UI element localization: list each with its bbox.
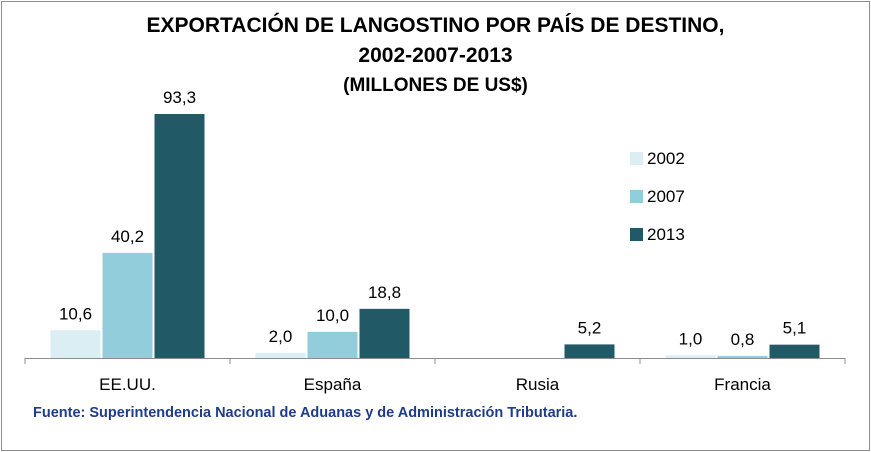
legend-label-2002: 2002 — [647, 149, 685, 168]
bar-espana-2007 — [307, 331, 358, 358]
legend-swatch-2013 — [630, 228, 643, 241]
x-tick-label-francia: Francia — [714, 375, 771, 394]
legend-swatch-2002 — [630, 152, 643, 165]
x-tick-label-espana: España — [304, 375, 362, 394]
legend-label-2007: 2007 — [647, 187, 685, 206]
data-label-francia-2007: 0,8 — [731, 330, 755, 349]
data-label-espana-2002: 2,0 — [269, 327, 293, 346]
bar-espana-2002 — [255, 352, 306, 358]
data-label-rusia-2013: 5,2 — [578, 318, 602, 337]
x-axis: EE.UU. España Rusia Francia — [24, 358, 846, 394]
bar-ee-uu-2013 — [154, 114, 205, 358]
chart-subtitle: (MILLONES DE US$) — [343, 75, 528, 96]
source-note: Fuente: Superintendencia Nacional de Adu… — [33, 405, 578, 421]
bar-espana-2013 — [359, 308, 410, 358]
bar-rusia-2013 — [564, 344, 615, 358]
data-label-espana-2013: 18,8 — [368, 283, 401, 302]
bar-francia-2013 — [769, 344, 820, 358]
bar-francia-2007 — [717, 355, 768, 358]
data-label-ee-uu-2013: 93,3 — [163, 88, 196, 107]
data-label-francia-2013: 5,1 — [783, 319, 807, 338]
bars-layer: 10,6 40,2 93,3 2,0 10,0 18,8 5,2 1,0 0,8 5,1 — [50, 88, 820, 358]
x-tick-label-ee-uu: EE.UU. — [99, 375, 156, 394]
bar-ee-uu-2007 — [102, 252, 153, 358]
chart-title: EXPORTACIÓN DE LANGOSTINO POR PAÍS DE DE… — [146, 14, 725, 37]
bar-ee-uu-2002 — [50, 330, 101, 358]
legend-swatch-2007 — [630, 190, 643, 203]
chart-title-years: 2002-2007-2013 — [358, 44, 513, 67]
data-label-espana-2007: 10,0 — [316, 306, 349, 325]
legend: 2002 2007 2013 — [630, 149, 685, 244]
data-label-francia-2002: 1,0 — [679, 329, 703, 348]
data-label-ee-uu-2007: 40,2 — [111, 227, 144, 246]
bar-francia-2002 — [665, 355, 716, 358]
legend-label-2013: 2013 — [647, 225, 685, 244]
data-label-ee-uu-2002: 10,6 — [59, 304, 92, 323]
x-tick-label-rusia: Rusia — [516, 375, 560, 394]
